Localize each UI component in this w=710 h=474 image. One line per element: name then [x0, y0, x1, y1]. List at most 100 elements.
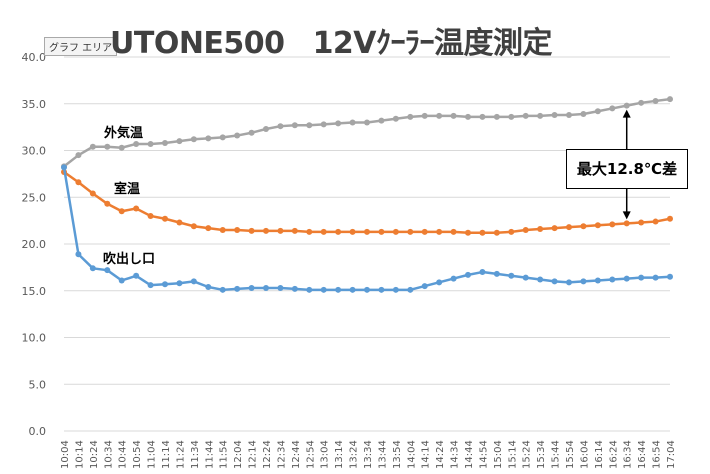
x-tick-label: 10:44 — [118, 440, 129, 469]
data-point — [436, 279, 443, 286]
data-point — [566, 279, 572, 286]
series-layer — [61, 96, 673, 293]
data-point — [392, 228, 399, 235]
data-point — [335, 228, 342, 235]
data-point — [104, 143, 111, 150]
data-point — [291, 122, 298, 129]
data-point — [104, 267, 111, 274]
data-point — [378, 117, 385, 124]
data-point — [623, 275, 630, 282]
data-point — [176, 138, 183, 145]
data-point — [421, 228, 428, 235]
data-point — [580, 278, 587, 285]
data-point — [147, 212, 154, 219]
chart-title: UTONE500 12Vｸｰﾗｰ温度測定 — [110, 18, 553, 62]
chart-title-model: UTONE500 — [110, 26, 285, 61]
data-point — [320, 121, 327, 128]
x-tick-label: 14:24 — [435, 440, 446, 469]
x-tick-label: 16:24 — [608, 440, 619, 469]
y-tick-label: 30.0 — [22, 145, 47, 158]
data-point — [392, 115, 399, 122]
x-tick-label: 15:14 — [507, 440, 518, 469]
data-point — [407, 113, 414, 120]
data-point — [493, 229, 500, 236]
data-point — [205, 225, 212, 232]
series-label-vent: 吹出し口 — [103, 252, 156, 267]
data-point — [335, 286, 342, 293]
data-point — [522, 112, 529, 119]
data-point — [306, 286, 313, 293]
data-point — [248, 227, 255, 234]
data-point — [234, 132, 241, 139]
x-tick-label: 11:44 — [204, 440, 215, 469]
data-point — [623, 102, 630, 109]
x-tick-label: 13:04 — [320, 440, 331, 469]
data-point — [219, 134, 226, 141]
data-point — [176, 280, 183, 287]
x-tick-label: 17:04 — [666, 440, 677, 469]
x-axis-ticks: 10:04 10:14 10:24 10:34 10:44 10:54 11:04 11:14… — [60, 440, 677, 469]
series-2 — [61, 164, 673, 293]
data-point — [104, 200, 111, 207]
data-point — [118, 277, 125, 284]
grid-lines — [64, 56, 670, 432]
x-tick-label: 12:24 — [262, 440, 273, 469]
data-point — [421, 283, 428, 290]
x-tick-label: 15:24 — [522, 440, 533, 469]
x-tick-label: 14:04 — [406, 440, 417, 469]
data-point — [638, 99, 645, 106]
data-point — [551, 111, 558, 118]
x-tick-label: 11:14 — [161, 440, 172, 469]
data-point — [320, 286, 327, 293]
data-point — [594, 222, 601, 229]
y-tick-label: 40.0 — [22, 51, 47, 64]
x-tick-label: 16:14 — [594, 440, 605, 469]
data-point — [580, 111, 587, 118]
data-point — [133, 272, 140, 279]
x-tick-label: 14:54 — [478, 440, 489, 469]
data-point — [465, 229, 471, 236]
data-point — [465, 271, 471, 278]
data-point — [190, 223, 197, 230]
data-point — [479, 229, 486, 236]
data-point — [133, 140, 140, 147]
x-tick-label: 16:44 — [637, 440, 648, 469]
data-point — [75, 179, 82, 186]
data-point — [162, 140, 168, 147]
data-point — [205, 135, 212, 142]
x-tick-label: 14:14 — [421, 440, 432, 469]
data-point — [75, 152, 82, 159]
y-tick-label: 15.0 — [22, 285, 47, 298]
data-point — [118, 208, 125, 215]
y-tick-label: 25.0 — [22, 191, 47, 204]
data-point — [580, 223, 587, 230]
data-point — [219, 286, 226, 293]
x-tick-label: 15:44 — [551, 440, 562, 469]
x-tick-label: 15:34 — [536, 440, 547, 469]
y-tick-label: 20.0 — [22, 238, 47, 251]
y-axis-ticks: 0.0 5.0 10.0 15.0 20.0 25.0 30.0 35.0 40.0 — [22, 51, 47, 438]
x-tick-label: 12:34 — [276, 440, 287, 469]
data-point — [89, 143, 96, 150]
x-tick-label: 12:44 — [291, 440, 302, 469]
data-point — [652, 218, 659, 225]
chart-area-tag: グラフ エリア — [44, 37, 118, 56]
x-tick-label: 10:54 — [132, 440, 143, 469]
data-point — [436, 112, 443, 119]
series-label-room: 室温 — [114, 182, 141, 197]
data-point — [277, 227, 284, 234]
x-tick-label: 11:34 — [190, 440, 201, 469]
data-point — [89, 190, 96, 197]
data-point — [392, 286, 399, 293]
data-point — [652, 274, 659, 281]
data-point — [609, 105, 616, 112]
series-1 — [61, 169, 673, 236]
data-point — [508, 228, 515, 235]
data-point — [594, 277, 601, 284]
data-point — [378, 228, 385, 235]
data-point — [162, 215, 168, 222]
x-tick-label: 16:04 — [579, 440, 590, 469]
x-tick-label: 10:14 — [74, 440, 85, 469]
data-point — [234, 226, 241, 233]
x-tick-label: 15:04 — [493, 440, 504, 469]
